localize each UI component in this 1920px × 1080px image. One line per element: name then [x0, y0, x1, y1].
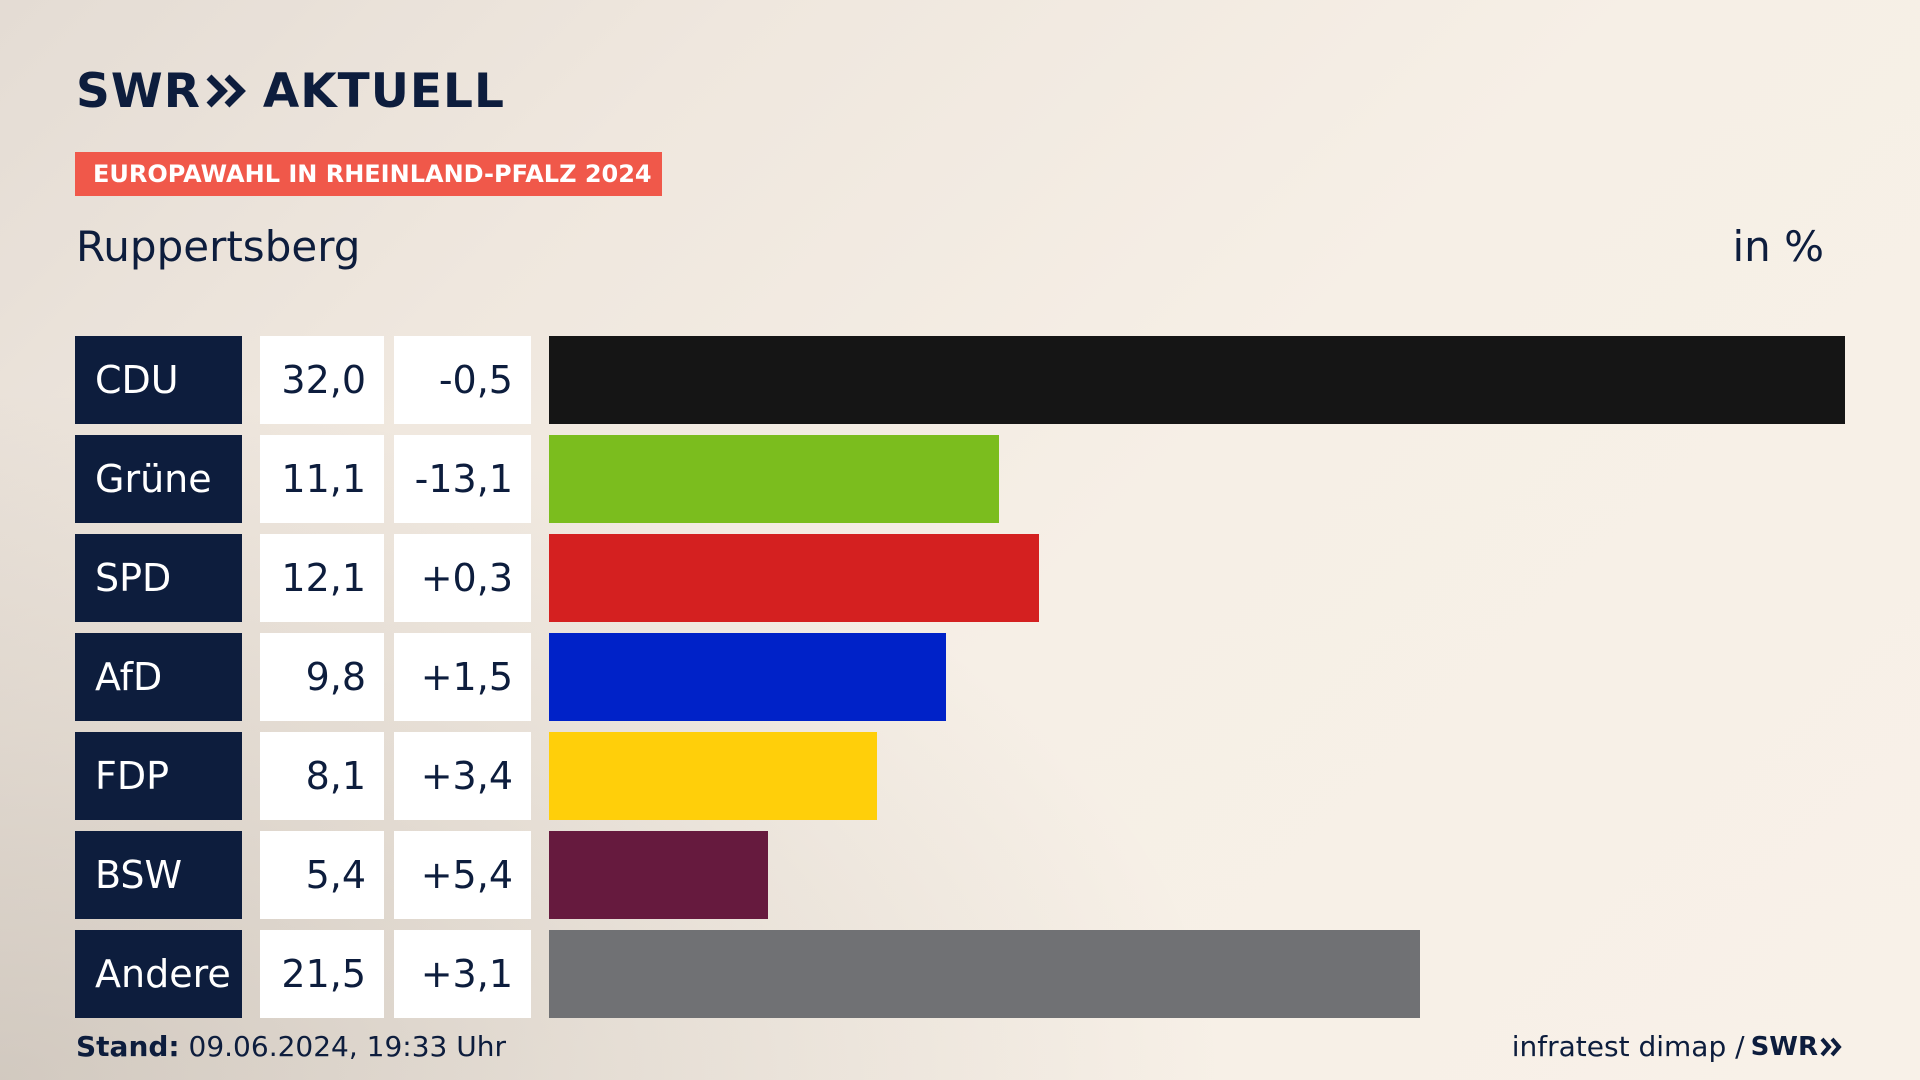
party-label: SPD — [75, 534, 242, 622]
double-chevron-icon — [206, 74, 246, 108]
vote-share-change: +3,4 — [394, 732, 531, 820]
party-label: FDP — [75, 732, 242, 820]
vote-share-value: 21,5 — [260, 930, 384, 1018]
vote-share-change: +5,4 — [394, 831, 531, 919]
unit-label: in % — [1732, 222, 1824, 271]
party-label: AfD — [75, 633, 242, 721]
vote-share-change: +0,3 — [394, 534, 531, 622]
swr-aktuell-logo: SWR AKTUELL — [76, 63, 505, 119]
swr-small-logo: SWR — [1751, 1032, 1844, 1062]
result-row: SPD 12,1 +0,3 — [0, 534, 1920, 622]
timestamp: Stand: 09.06.2024, 19:33 Uhr — [76, 1030, 506, 1063]
result-row: Andere 21,5 +3,1 — [0, 930, 1920, 1018]
logo-aktuell-text: AKTUELL — [262, 63, 505, 119]
small-logo-text: SWR — [1750, 1031, 1818, 1062]
result-row: Grüne 11,1 -13,1 — [0, 435, 1920, 523]
vote-share-change: -0,5 — [394, 336, 531, 424]
vote-share-value: 8,1 — [260, 732, 384, 820]
party-label: Andere — [75, 930, 242, 1018]
election-badge: EUROPAWAHL IN RHEINLAND-PFALZ 2024 — [75, 152, 662, 196]
party-label: BSW — [75, 831, 242, 919]
source-text: infratest dimap / — [1511, 1030, 1745, 1063]
location-title: Ruppertsberg — [76, 222, 361, 271]
logo-swr-text: SWR — [76, 63, 201, 119]
vote-share-value: 5,4 — [260, 831, 384, 919]
vote-share-value: 32,0 — [260, 336, 384, 424]
result-row: AfD 9,8 +1,5 — [0, 633, 1920, 721]
party-label: CDU — [75, 336, 242, 424]
stand-label: Stand: — [76, 1030, 180, 1063]
result-bar — [549, 633, 946, 721]
result-bar — [549, 732, 877, 820]
result-bar — [549, 534, 1039, 622]
vote-share-change: +3,1 — [394, 930, 531, 1018]
result-bar — [549, 435, 999, 523]
stand-value: 09.06.2024, 19:33 Uhr — [188, 1030, 506, 1063]
result-bar — [549, 336, 1845, 424]
result-bar — [549, 831, 768, 919]
source-credit: infratest dimap / SWR — [1512, 1030, 1844, 1063]
result-row: FDP 8,1 +3,4 — [0, 732, 1920, 820]
double-chevron-small-icon — [1820, 1037, 1842, 1056]
vote-share-change: -13,1 — [394, 435, 531, 523]
vote-share-value: 12,1 — [260, 534, 384, 622]
vote-share-value: 11,1 — [260, 435, 384, 523]
result-row: BSW 5,4 +5,4 — [0, 831, 1920, 919]
party-label: Grüne — [75, 435, 242, 523]
result-row: CDU 32,0 -0,5 — [0, 336, 1920, 424]
vote-share-change: +1,5 — [394, 633, 531, 721]
vote-share-value: 9,8 — [260, 633, 384, 721]
result-bar — [549, 930, 1420, 1018]
